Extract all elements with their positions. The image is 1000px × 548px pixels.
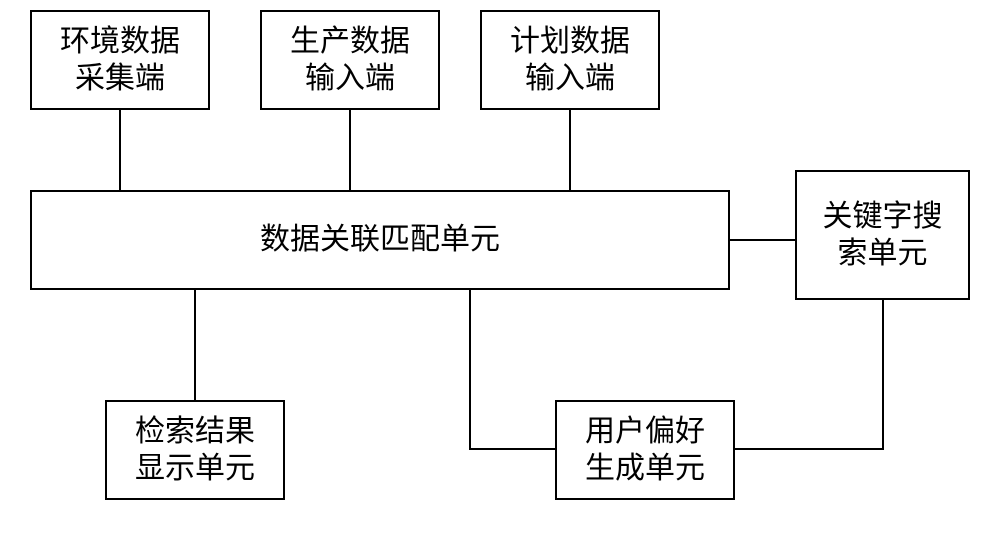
node-result: 检索结果 显示单元 (105, 400, 285, 500)
node-userpref: 用户偏好 生成单元 (555, 400, 735, 500)
edge-match-to-result (194, 290, 196, 400)
node-prod-data-label: 生产数据 输入端 (290, 23, 410, 98)
node-keyword: 关键字搜 索单元 (795, 170, 970, 300)
edge-env-to-match (119, 110, 121, 190)
node-env-data: 环境数据 采集端 (30, 10, 210, 110)
edge-prod-to-match (349, 110, 351, 190)
node-plan-data-label: 计划数据 输入端 (510, 23, 630, 98)
edge-keyword-to-userpref-v (882, 300, 884, 450)
diagram-canvas: 环境数据 采集端 生产数据 输入端 计划数据 输入端 数据关联匹配单元 关键字搜… (0, 0, 1000, 548)
edge-match-to-userpref-v (469, 290, 471, 450)
node-keyword-label: 关键字搜 索单元 (823, 198, 943, 273)
edge-keyword-to-userpref-h (735, 448, 884, 450)
edge-plan-to-match (569, 110, 571, 190)
node-result-label: 检索结果 显示单元 (135, 413, 255, 488)
node-match-unit-label: 数据关联匹配单元 (260, 221, 500, 259)
edge-match-to-userpref-h (469, 448, 555, 450)
node-plan-data: 计划数据 输入端 (480, 10, 660, 110)
node-env-data-label: 环境数据 采集端 (60, 23, 180, 98)
node-prod-data: 生产数据 输入端 (260, 10, 440, 110)
edge-match-to-keyword (730, 239, 795, 241)
node-userpref-label: 用户偏好 生成单元 (585, 413, 705, 488)
node-match-unit: 数据关联匹配单元 (30, 190, 730, 290)
